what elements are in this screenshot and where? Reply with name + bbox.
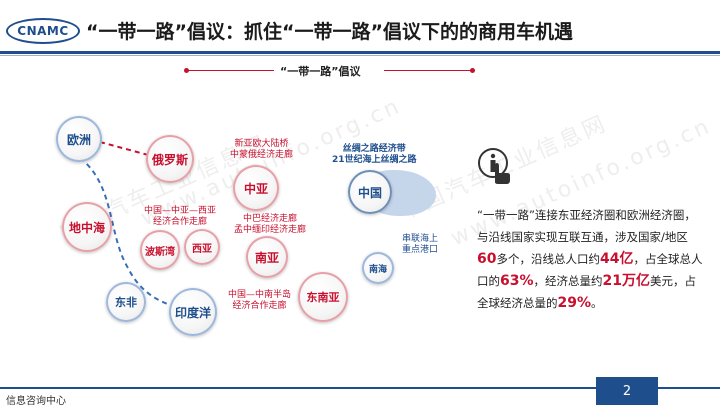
region-west-asia: 西亚 bbox=[184, 229, 220, 265]
region-china: 中国 bbox=[348, 170, 392, 214]
section-line-dot-right bbox=[470, 68, 475, 73]
info-hand-icon bbox=[478, 148, 510, 184]
stat-economy-share: 29% bbox=[557, 295, 592, 311]
region-indian-ocean: 印度洋 bbox=[169, 288, 217, 336]
slide-title: “一带一路”倡议：抓住“一带一路”倡议下的的商用车机遇 bbox=[86, 21, 573, 43]
section-line-dot-left bbox=[184, 68, 189, 73]
title-divider-thin bbox=[0, 55, 720, 56]
stat-population-share: 63% bbox=[500, 273, 534, 289]
route-europe-russia bbox=[99, 141, 153, 157]
region-south-asia: 南亚 bbox=[246, 236, 288, 278]
logo-text: CNAMC bbox=[17, 24, 69, 38]
corridor-cpec-label: 中巴经济走廊 孟中缅印经济走廊 bbox=[234, 214, 307, 235]
region-russia: 俄罗斯 bbox=[146, 135, 194, 183]
footer-divider bbox=[0, 387, 720, 389]
corridor-new-eurasia-label: 新亚欧大陆桥 中蒙俄经济走廊 bbox=[230, 139, 294, 160]
company-logo: CNAMC bbox=[6, 18, 80, 44]
region-europe: 欧洲 bbox=[56, 116, 102, 162]
region-southeast-asia: 东南亚 bbox=[298, 272, 348, 322]
footer-org-name: 信息咨询中心 bbox=[6, 396, 66, 407]
slide-footer: 信息咨询中心 2 bbox=[0, 377, 720, 407]
maritime-route bbox=[79, 157, 191, 311]
page-number-badge: 2 bbox=[596, 377, 658, 405]
summary-paragraph: “一带一路”连接东亚经济圈和欧洲经济圈，与沿线国家实现互联互通，涉及国家/地区6… bbox=[477, 208, 703, 311]
stat-economy: 21万亿 bbox=[602, 273, 650, 289]
region-central-asia: 中亚 bbox=[233, 165, 279, 211]
region-persian-gulf: 波斯湾 bbox=[140, 230, 180, 270]
stat-population: 44亿 bbox=[599, 251, 634, 267]
corridor-ccwa-label: 中国—中亚—西亚 经济合作走廊 bbox=[144, 206, 217, 227]
section-heading: “一带一路”倡议 bbox=[280, 65, 361, 78]
title-divider bbox=[0, 51, 720, 54]
region-east-africa: 东非 bbox=[106, 282, 146, 322]
silk-road-label: 丝绸之路经济带 21世纪海上丝绸之路 bbox=[332, 144, 417, 165]
region-south-china-sea: 南海 bbox=[362, 252, 394, 284]
section-line-left bbox=[188, 70, 274, 71]
page-number: 2 bbox=[622, 383, 632, 399]
port-connection-label: 串联海上 重点港口 bbox=[402, 234, 439, 255]
stat-countries: 60 bbox=[477, 251, 497, 267]
region-mediterranean: 地中海 bbox=[62, 202, 112, 252]
corridor-icp-label: 中国—中南半岛 经济合作走廊 bbox=[228, 290, 292, 311]
section-line-right bbox=[384, 70, 472, 71]
